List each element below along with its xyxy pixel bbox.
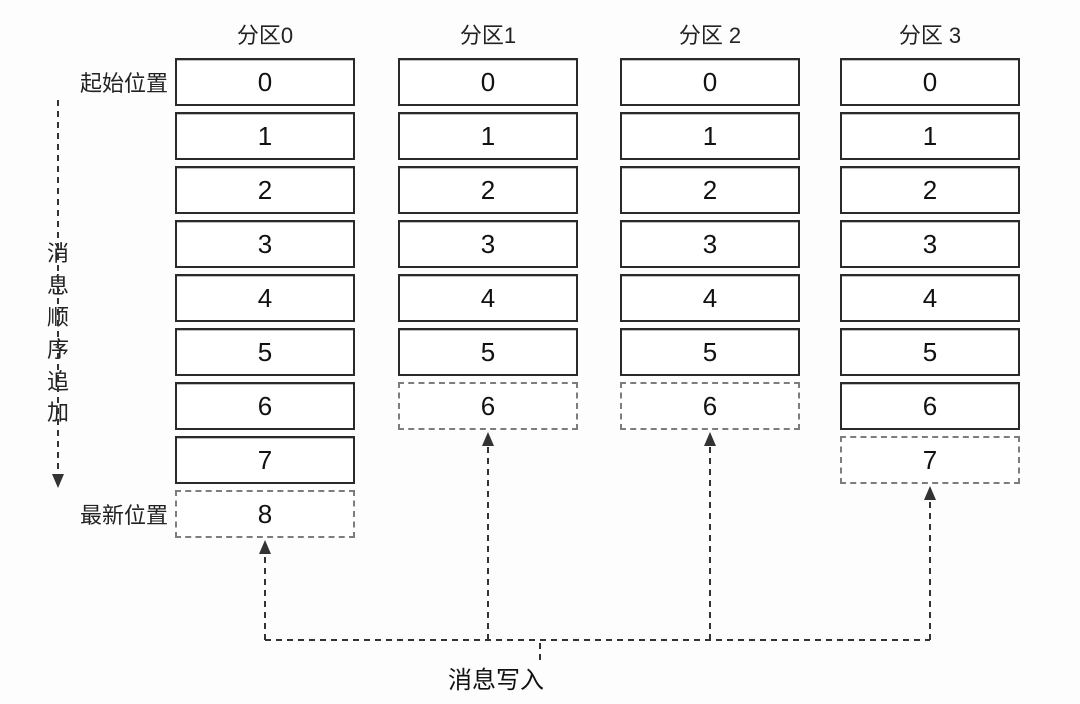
- offset-cell: 5: [175, 328, 355, 376]
- offset-cell: 3: [175, 220, 355, 268]
- offset-cell: 5: [620, 328, 800, 376]
- offset-cell: 1: [398, 112, 578, 160]
- message-write-label: 消息写入: [448, 660, 544, 695]
- offset-cell: 1: [840, 112, 1020, 160]
- offset-cell: 4: [398, 274, 578, 322]
- offset-cell: 1: [175, 112, 355, 160]
- pending-offset-cell: 6: [398, 382, 578, 430]
- offset-cell: 3: [620, 220, 800, 268]
- diagram-stage: 分区0 分区1 分区 2 分区 3 起始位置 最新位置 消息顺序追加 01234…: [0, 0, 1080, 704]
- offset-cell: 0: [398, 58, 578, 106]
- pending-offset-cell: 8: [175, 490, 355, 538]
- partition-column: 0 1 2 3 4 5 6 7: [840, 58, 1020, 490]
- start-offset-label: 起始位置: [80, 66, 168, 98]
- pending-offset-cell: 7: [840, 436, 1020, 484]
- offset-cell: 0: [175, 58, 355, 106]
- offset-cell: 1: [620, 112, 800, 160]
- partition-header: 分区 3: [840, 18, 1020, 50]
- partition-header: 分区1: [398, 18, 578, 50]
- partition-column: 0 1 2 3 4 5 6 7 8: [175, 58, 355, 544]
- offset-cell: 3: [398, 220, 578, 268]
- offset-cell: 5: [398, 328, 578, 376]
- offset-cell: 2: [620, 166, 800, 214]
- offset-cell: 2: [840, 166, 1020, 214]
- offset-cell: 6: [175, 382, 355, 430]
- offset-cell: 0: [620, 58, 800, 106]
- offset-cell: 3: [840, 220, 1020, 268]
- offset-cell: 5: [840, 328, 1020, 376]
- pending-offset-cell: 6: [620, 382, 800, 430]
- append-order-vertical-label: 消息顺序追加: [46, 238, 70, 429]
- offset-cell: 4: [620, 274, 800, 322]
- latest-offset-label: 最新位置: [80, 498, 168, 530]
- partition-column: 0 1 2 3 4 5 6: [398, 58, 578, 436]
- offset-cell: 2: [398, 166, 578, 214]
- offset-cell: 0: [840, 58, 1020, 106]
- offset-cell: 2: [175, 166, 355, 214]
- offset-cell: 7: [175, 436, 355, 484]
- offset-cell: 6: [840, 382, 1020, 430]
- partition-header: 分区0: [175, 18, 355, 50]
- partition-header: 分区 2: [620, 18, 800, 50]
- offset-cell: 4: [175, 274, 355, 322]
- offset-cell: 4: [840, 274, 1020, 322]
- partition-column: 0 1 2 3 4 5 6: [620, 58, 800, 436]
